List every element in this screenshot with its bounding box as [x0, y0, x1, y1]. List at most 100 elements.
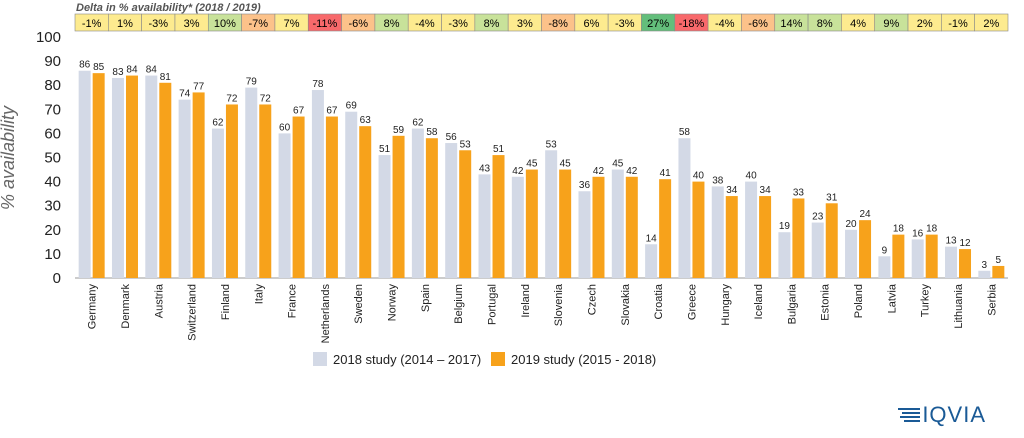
x-tick-label: Bulgaria	[786, 283, 798, 324]
delta-value: -1%	[82, 18, 102, 30]
delta-header: Delta in % availability* (2018 / 2019)	[76, 2, 261, 14]
delta-value: 8%	[817, 18, 833, 30]
x-tick-label: Norway	[387, 284, 399, 322]
x-tick-label: Slovenia	[553, 283, 565, 326]
y-tick-label: 90	[44, 53, 61, 70]
x-tick-label: Switzerland	[187, 284, 199, 341]
data-label-2018: 16	[912, 228, 924, 239]
data-label-2019: 12	[959, 238, 971, 249]
bar-2018-croatia	[645, 244, 658, 278]
data-label-2019: 85	[93, 62, 105, 73]
data-label-2018: 9	[882, 245, 888, 256]
delta-value: -6%	[348, 18, 368, 30]
x-tick-label: Italy	[253, 284, 265, 305]
data-label-2019: 5	[996, 255, 1002, 266]
bar-2019-czech	[592, 176, 605, 278]
delta-value: 1%	[117, 18, 133, 30]
x-tick-label: Belgium	[453, 284, 465, 324]
data-label-2018: 83	[112, 67, 124, 78]
data-label-2019: 45	[560, 159, 572, 170]
x-tick-label: Greece	[686, 284, 698, 320]
delta-value: 4%	[850, 18, 866, 30]
bar-2018-hungary	[711, 186, 724, 278]
data-label-2018: 38	[712, 175, 724, 186]
bar-2019-lithuania	[959, 249, 972, 278]
y-tick-label: 70	[44, 101, 61, 118]
logo-bars-icon	[898, 403, 921, 429]
delta-value: -8%	[548, 18, 568, 30]
bar-2018-turkey	[911, 239, 924, 278]
data-label-2018: 42	[512, 166, 524, 177]
bar-2019-france	[292, 116, 305, 278]
data-label-2019: 24	[859, 209, 871, 220]
data-label-2018: 53	[546, 139, 558, 150]
y-tick-label: 50	[44, 150, 61, 167]
y-tick-label: 80	[44, 77, 61, 94]
x-tick-label: Turkey	[920, 284, 932, 318]
bar-2018-sweden	[345, 111, 358, 279]
data-label-2018: 43	[479, 163, 491, 174]
bar-2019-slovenia	[559, 169, 572, 278]
legend-swatch-2019	[491, 352, 505, 366]
bar-2018-finland	[211, 128, 224, 278]
data-label-2019: 40	[693, 171, 705, 182]
data-label-2019: 42	[626, 166, 638, 177]
delta-value: 14%	[780, 18, 802, 30]
data-label-2018: 40	[746, 171, 758, 182]
data-label-2018: 23	[812, 212, 824, 223]
bar-2018-ireland	[511, 176, 524, 278]
bar-2019-bulgaria	[792, 198, 805, 278]
x-tick-label: Croatia	[653, 283, 665, 319]
data-label-2018: 3	[982, 260, 988, 271]
bar-2019-greece	[692, 181, 705, 278]
delta-value: 3%	[184, 18, 200, 30]
bar-2018-belgium	[445, 143, 458, 278]
delta-value: 3%	[517, 18, 533, 30]
x-tick-label: Lithuania	[953, 283, 965, 329]
data-label-2018: 13	[945, 236, 957, 247]
legend-label-2019: 2019 study (2015 - 2018)	[511, 352, 656, 367]
data-label-2018: 60	[279, 122, 291, 133]
bar-2019-sweden	[359, 126, 372, 278]
data-label-2018: 74	[179, 89, 191, 100]
legend-swatch-2018	[313, 352, 327, 366]
delta-value: 8%	[384, 18, 400, 30]
y-tick-label: 100	[36, 29, 61, 46]
bar-2018-bulgaria	[778, 232, 791, 278]
legend-label-2018: 2018 study (2014 – 2017)	[333, 352, 481, 367]
bar-2019-ireland	[525, 169, 538, 278]
data-label-2019: 53	[460, 139, 472, 150]
data-label-2018: 58	[679, 127, 691, 138]
data-label-2018: 51	[379, 144, 391, 155]
bar-2018-slovakia	[611, 169, 624, 278]
delta-value: 7%	[284, 18, 300, 30]
data-label-2019: 45	[526, 159, 538, 170]
y-tick-label: 60	[44, 125, 61, 142]
bar-2018-france	[278, 133, 291, 278]
data-label-2018: 19	[779, 221, 791, 232]
x-tick-label: Czech	[586, 284, 598, 315]
x-tick-label: Sweden	[353, 284, 365, 324]
delta-value: 2%	[917, 18, 933, 30]
x-tick-label: Iceland	[753, 284, 765, 319]
bar-2019-italy	[259, 104, 272, 278]
bar-2018-netherlands	[311, 90, 324, 279]
data-label-2018: 20	[845, 219, 857, 230]
x-tick-label: Hungary	[720, 284, 732, 326]
delta-value: -1%	[948, 18, 968, 30]
x-tick-label: France	[287, 284, 299, 318]
data-label-2019: 81	[160, 72, 172, 83]
bar-2018-italy	[245, 87, 258, 278]
bar-2019-poland	[859, 220, 872, 278]
bar-2018-spain	[411, 128, 424, 278]
bar-2019-turkey	[925, 234, 938, 278]
x-tick-label: Denmark	[120, 284, 132, 329]
x-tick-label: Austria	[153, 283, 165, 318]
bar-2018-portugal	[478, 174, 491, 278]
delta-value: 6%	[584, 18, 600, 30]
data-label-2018: 62	[212, 118, 224, 129]
data-label-2019: 42	[593, 166, 605, 177]
data-label-2019: 41	[660, 168, 672, 179]
delta-value: 9%	[883, 18, 899, 30]
